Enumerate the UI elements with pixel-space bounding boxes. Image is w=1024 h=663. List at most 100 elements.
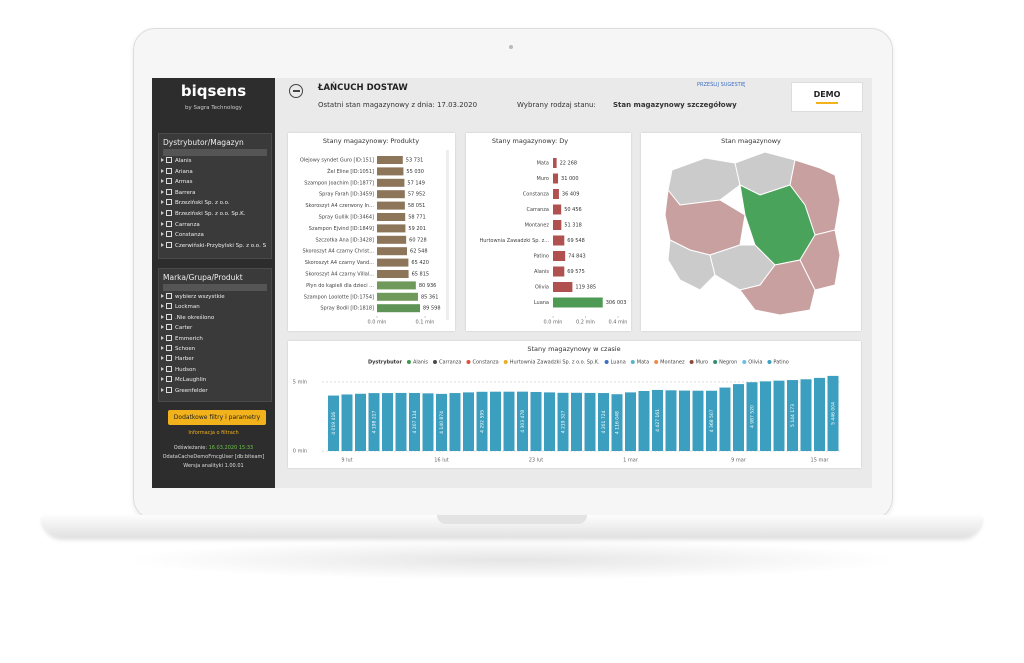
value-label: 31 000 [561,176,579,182]
filters-button[interactable]: Dodatkowe filtry i parametry [168,410,266,425]
value-label: 4 368 507 [709,409,715,432]
bar [463,392,474,451]
category-label: Olejowy syndet Guro [ID:151] [300,158,374,164]
chart-title: Stany magazynowy w czasie [527,345,620,353]
legend-swatch [742,360,747,364]
filter-item[interactable]: Brzeziński Sp. z o.o. [161,199,230,206]
region [667,239,716,291]
bar [733,384,744,451]
category-label: Montanez [525,223,550,229]
value-label: 65 815 [412,272,430,278]
category-label: Skoroszyt A4 czarny Christ... [303,249,375,255]
bar [553,204,562,215]
bar [665,390,677,451]
filter-item[interactable]: Carranza [161,220,200,228]
bar [377,292,418,301]
filter-item-label: Armas [175,179,193,186]
filter-item-label: Czerwiński-Przybylski Sp. z o.o. S [175,242,267,249]
filter-item[interactable]: Carter [161,324,192,331]
bar [553,173,559,184]
filter-item[interactable]: Armas [161,178,193,185]
filter-item[interactable]: Czerwiński-Przybylski Sp. z o.o. S [161,241,267,249]
value-label: 4 303 478 [520,410,526,433]
filter-item[interactable]: .Nie określono [161,313,214,321]
bar [814,377,825,451]
scrollbar[interactable] [446,150,449,320]
category-label: Hurtownia Zawadzki Sp. z... [479,238,549,244]
category-label: Szampon Joachim [ID:1877] [304,180,374,186]
tagline: by Sagra Technology [184,105,243,111]
filter-item-label: Ariana [175,168,193,175]
filter-item[interactable]: Hudson [161,365,196,373]
state-date: Ostatni stan magazynowy z dnia: 17.03.20… [318,101,478,109]
filter-item[interactable]: Schoen [161,345,195,352]
filter-item-label: Emmerich [175,335,203,342]
legend-swatch [604,360,609,364]
logo: biqsens [180,82,247,100]
bar [422,393,434,451]
value-label: 55 030 [406,169,424,175]
value-label: 53 731 [406,158,424,164]
bar [328,395,339,451]
filter-item[interactable]: Emmerich [161,334,203,342]
x-tick-label: 23 lut [529,458,544,464]
filter-item[interactable]: McLaughlin [161,376,206,383]
category-label: Żel Eline [ID:1051] [327,168,374,175]
bar [787,380,798,451]
filter-item[interactable]: Lockman [161,303,200,310]
category-label: Skoroszyt A4 czarny Vand... [305,260,375,266]
bar [544,392,555,451]
category-label: Muro [537,176,550,182]
y-tick-label: 5 mln [293,380,307,386]
bar [638,391,650,451]
panel [288,133,455,331]
laptop-base [42,515,982,537]
legend-swatch [630,360,635,364]
bar [679,390,690,451]
filter-box[interactable]: Marka/Grupa/Produkt wybierz wszystkie Loc… [158,268,272,402]
filter-item-label: Hudson [175,366,196,373]
legend-swatch [713,360,718,364]
filter-item[interactable]: Brzeziński Sp. z o.o. Sp.K. [161,210,246,217]
bar [436,393,447,451]
bar [377,167,404,176]
filter-title: Marka/Grupa/Produkt [163,273,243,282]
user: OdataCacheDemoFmcgUser [db:biteam] [162,454,265,460]
bar [377,235,407,244]
page-title: ŁAŃCUCH DOSTAW [318,83,408,93]
value-label: 119 385 [575,285,596,291]
x-tick-label: 1 mar [623,458,639,464]
filter-item[interactable]: Constanza [161,231,204,238]
filter-item[interactable]: Barrera [161,188,195,196]
legend-entry: Montanez [660,360,685,366]
back-button[interactable] [289,84,303,98]
value-label: 50 456 [564,207,582,213]
filter-item-label: Brzeziński Sp. z o.o. [175,200,230,207]
filter-item[interactable]: Ariana [161,167,193,175]
category-label: Szampon Ejvind [ID:1849] [309,226,374,232]
y-tick-label: 0 mln [293,449,307,455]
filter-box[interactable]: Dystrybutor/Magazyn Alanis Ariana Armas Bar… [158,133,272,259]
filter-item[interactable]: Greenfelder [161,386,208,394]
category-label: Olivia [535,285,549,291]
bar [692,390,704,451]
suggestion-link[interactable]: PRZEŚLIJ SUGESTIĘ [697,82,746,88]
filter-item[interactable]: wybierz wszystkie [161,293,225,300]
search-box[interactable] [163,149,267,156]
bar [598,393,609,451]
search-box[interactable] [163,284,267,291]
legend-entry: Patino [773,360,788,366]
value-label: 58 051 [408,203,426,209]
filter-item[interactable]: Harber [161,355,194,362]
legend-entry: Carranza [439,360,462,366]
value-label: 4 201 724 [601,410,607,433]
filter-item[interactable]: Alanis [161,157,192,164]
info-link[interactable]: Informacja o filtrach [188,430,239,436]
bar [382,393,393,451]
category-label: Luana [534,300,549,306]
filter-item-label: Greenfelder [175,387,208,394]
value-label: 4 987 520 [750,405,756,428]
bar [377,178,405,187]
value-label: 62 548 [410,249,428,255]
